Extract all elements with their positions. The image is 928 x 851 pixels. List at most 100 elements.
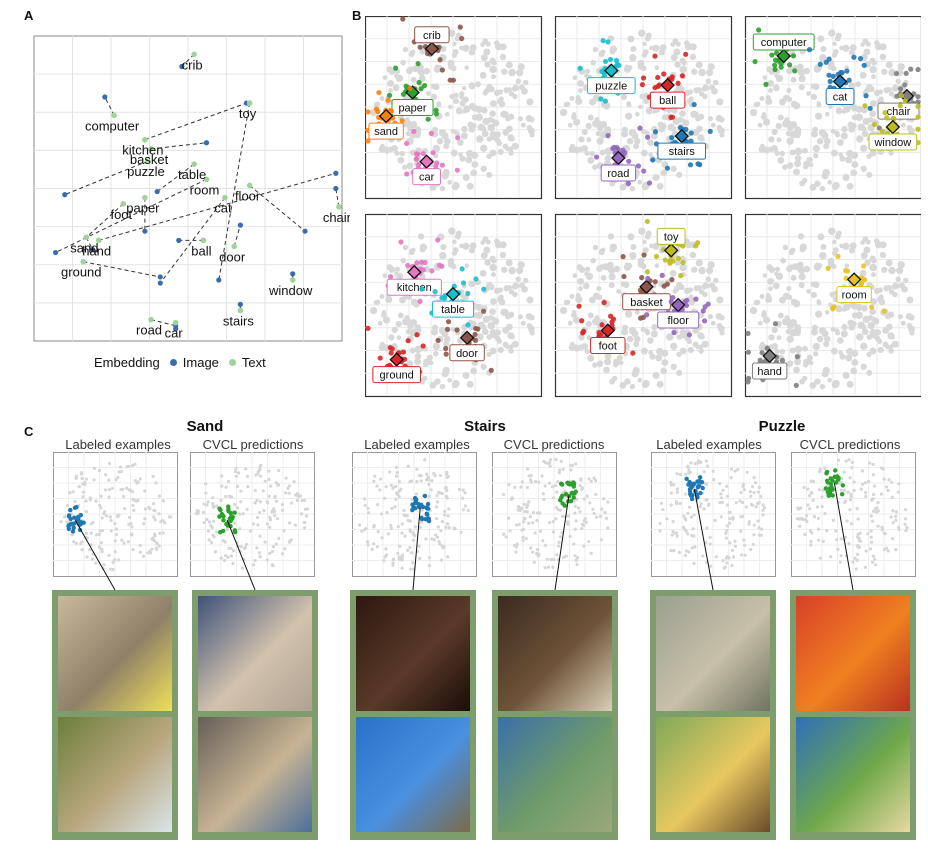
background-point [406, 548, 410, 553]
background-point [678, 86, 685, 93]
background-point [537, 552, 541, 556]
background-point [793, 168, 800, 176]
background-point [725, 503, 730, 507]
background-point [816, 137, 824, 145]
background-point [790, 247, 796, 253]
background-point [604, 352, 612, 360]
image-point-basket [203, 140, 210, 146]
background-point [462, 242, 470, 250]
background-point [777, 156, 785, 164]
background-point [148, 507, 152, 511]
background-point [233, 503, 237, 507]
background-point [819, 54, 827, 62]
background-point [395, 465, 399, 469]
background-point [88, 498, 92, 502]
background-point [418, 525, 422, 530]
label-box-hand [751, 362, 788, 380]
background-point [848, 508, 852, 512]
background-point [499, 53, 507, 61]
text-point-cat [222, 194, 228, 201]
background-point [435, 494, 439, 498]
background-point [623, 65, 632, 73]
background-point [812, 479, 816, 484]
background-point [501, 266, 508, 273]
background-point [538, 529, 543, 533]
cluster-point [460, 280, 467, 286]
background-point [710, 320, 716, 326]
background-point [535, 518, 539, 523]
cluster-point [475, 326, 481, 332]
background-point [150, 547, 154, 551]
example-point [695, 484, 701, 489]
example-point [834, 480, 839, 485]
background-point [686, 464, 690, 468]
example-point [410, 507, 415, 513]
background-point [725, 529, 729, 533]
background-point [885, 61, 893, 69]
background-point [123, 506, 127, 511]
background-point [303, 507, 308, 511]
background-point [492, 317, 500, 325]
background-point [302, 498, 307, 503]
background-point [152, 508, 156, 513]
word-label-window: window [268, 283, 313, 298]
background-point [480, 125, 487, 132]
background-point [579, 477, 583, 481]
cluster-point [609, 319, 615, 325]
example-photo-puzzle-4 [796, 717, 910, 832]
background-point [379, 293, 385, 299]
background-point [413, 533, 417, 538]
background-point [557, 540, 561, 544]
cluster-point [435, 237, 441, 243]
background-point [372, 542, 376, 546]
label-box-table [432, 300, 474, 318]
background-point [432, 144, 441, 153]
background-point [733, 539, 737, 544]
background-point [748, 489, 752, 494]
background-point [528, 515, 532, 519]
background-point [743, 553, 747, 557]
background-point [869, 65, 877, 74]
background-point [514, 523, 519, 527]
background-point [657, 347, 664, 354]
cluster-crib: crib [400, 16, 465, 83]
background-point [396, 551, 400, 555]
cluster-point [598, 96, 604, 102]
background-point [851, 161, 859, 168]
background-point [741, 514, 745, 518]
background-point [860, 252, 868, 260]
background-point [642, 379, 650, 388]
background-point [666, 333, 674, 341]
background-point [848, 49, 855, 56]
cluster-point [826, 56, 832, 62]
cluster-point [428, 130, 434, 137]
background-point [869, 540, 874, 544]
example-point [698, 490, 703, 496]
background-point [90, 557, 94, 561]
background-point [854, 567, 858, 571]
background-point [397, 312, 404, 319]
background-point [245, 474, 250, 478]
background-point [738, 499, 742, 503]
background-point [434, 505, 439, 509]
background-point [590, 59, 597, 66]
background-point [434, 516, 439, 521]
background-point [669, 269, 677, 277]
background-point [521, 527, 526, 532]
background-point [599, 538, 603, 542]
background-point [789, 149, 796, 156]
image-point-cat [157, 280, 163, 286]
background-point [696, 461, 700, 465]
cluster-point [602, 98, 609, 104]
background-point [572, 542, 576, 546]
background-point [759, 494, 763, 498]
cluster-label-ball: ball [659, 95, 676, 107]
background-point [500, 308, 508, 316]
background-point [107, 553, 111, 558]
cluster-point [843, 267, 849, 274]
background-point [846, 380, 854, 388]
example-point [832, 468, 838, 473]
background-point [224, 485, 228, 489]
background-point [860, 144, 868, 152]
background-point [445, 470, 449, 474]
